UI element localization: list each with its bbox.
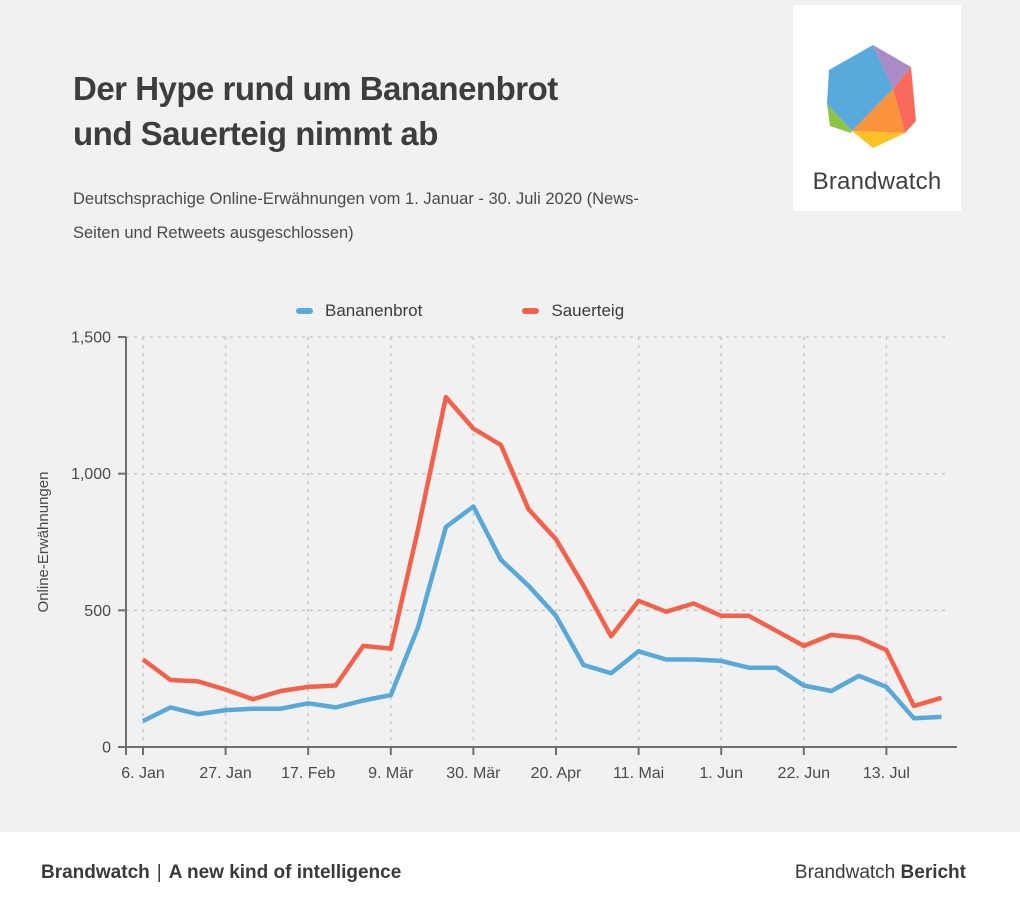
logo-facet-red xyxy=(893,67,916,133)
y-axis-title: Online-Erwähnungen xyxy=(35,472,52,613)
legend-item-sauerteig: Sauerteig xyxy=(522,301,624,321)
logo-facet-yellow xyxy=(852,131,905,148)
footer-separator: | xyxy=(156,862,162,883)
y-tick-label: 0 xyxy=(102,740,111,757)
subtitle-line-2: Seiten und Retweets ausgeschlossen) xyxy=(73,224,354,242)
subtitle-line-1: Deutschsprachige Online-Erwähnungen vom … xyxy=(73,190,639,208)
sauerteig-line xyxy=(141,394,943,709)
x-tick-label: 17. Feb xyxy=(281,765,335,782)
page-title: Der Hype rund um Bananenbrot und Sauerte… xyxy=(73,66,773,156)
logo-facet-orange xyxy=(852,89,905,133)
x-tick-label: 6. Jan xyxy=(121,765,165,782)
brandwatch-wordmark: Brandwatch xyxy=(812,168,942,195)
logo-facet-purple xyxy=(873,45,911,89)
footer-right-brand: Brandwatch xyxy=(794,862,896,883)
x-tick-label: 22. Jun xyxy=(778,765,830,782)
footer-tagline: Brandwatch | A new kind of intelligence xyxy=(41,862,401,884)
logo-facet-green xyxy=(827,104,852,133)
x-tick-label: 13. Jul xyxy=(863,765,910,782)
title-line-1: Der Hype rund um Bananenbrot xyxy=(73,70,558,107)
footer-tagline-text: A new kind of intelligence xyxy=(168,862,402,883)
logo-facet-blue xyxy=(827,45,893,131)
legend-label-sauerteig: Sauerteig xyxy=(551,301,625,320)
x-tick-label: 27. Jan xyxy=(199,765,251,782)
x-tick-label: 20. Apr xyxy=(531,765,582,782)
brandwatch-hexagon-icon xyxy=(827,45,916,148)
bananenbrot-swatch-icon xyxy=(296,308,313,314)
footer-report-label: Brandwatch Bericht xyxy=(795,862,966,884)
report-footer: Brandwatch | A new kind of intelligence Br… xyxy=(0,832,1020,914)
legend-label-bananenbrot: Bananenbrot xyxy=(325,301,423,320)
x-tick-label: 9. Mär xyxy=(368,765,414,782)
bananenbrot-line xyxy=(142,504,942,724)
sauerteig-swatch-icon xyxy=(522,308,540,314)
x-tick-label: 30. Mär xyxy=(446,765,501,782)
legend-item-bananenbrot: Bananenbrot xyxy=(296,301,422,321)
report-header: Der Hype rund um Bananenbrot und Sauerte… xyxy=(73,66,773,250)
y-tick-label: 1,500 xyxy=(71,330,111,347)
page-subtitle: Deutschsprachige Online-Erwähnungen vom … xyxy=(73,182,773,250)
y-tick-label: 1,000 xyxy=(71,466,111,483)
chart-legend: Bananenbrot Sauerteig xyxy=(296,301,624,321)
footer-brand: Brandwatch xyxy=(41,862,150,883)
footer-right-bold: Bericht xyxy=(900,862,966,883)
y-tick-label: 500 xyxy=(84,603,111,620)
brandwatch-logo-card: Brandwatch xyxy=(793,5,961,211)
x-tick-label: 11. Mai xyxy=(613,765,664,782)
x-tick-label: 1. Jun xyxy=(699,765,743,782)
title-line-2: und Sauerteig nimmt ab xyxy=(73,115,438,152)
